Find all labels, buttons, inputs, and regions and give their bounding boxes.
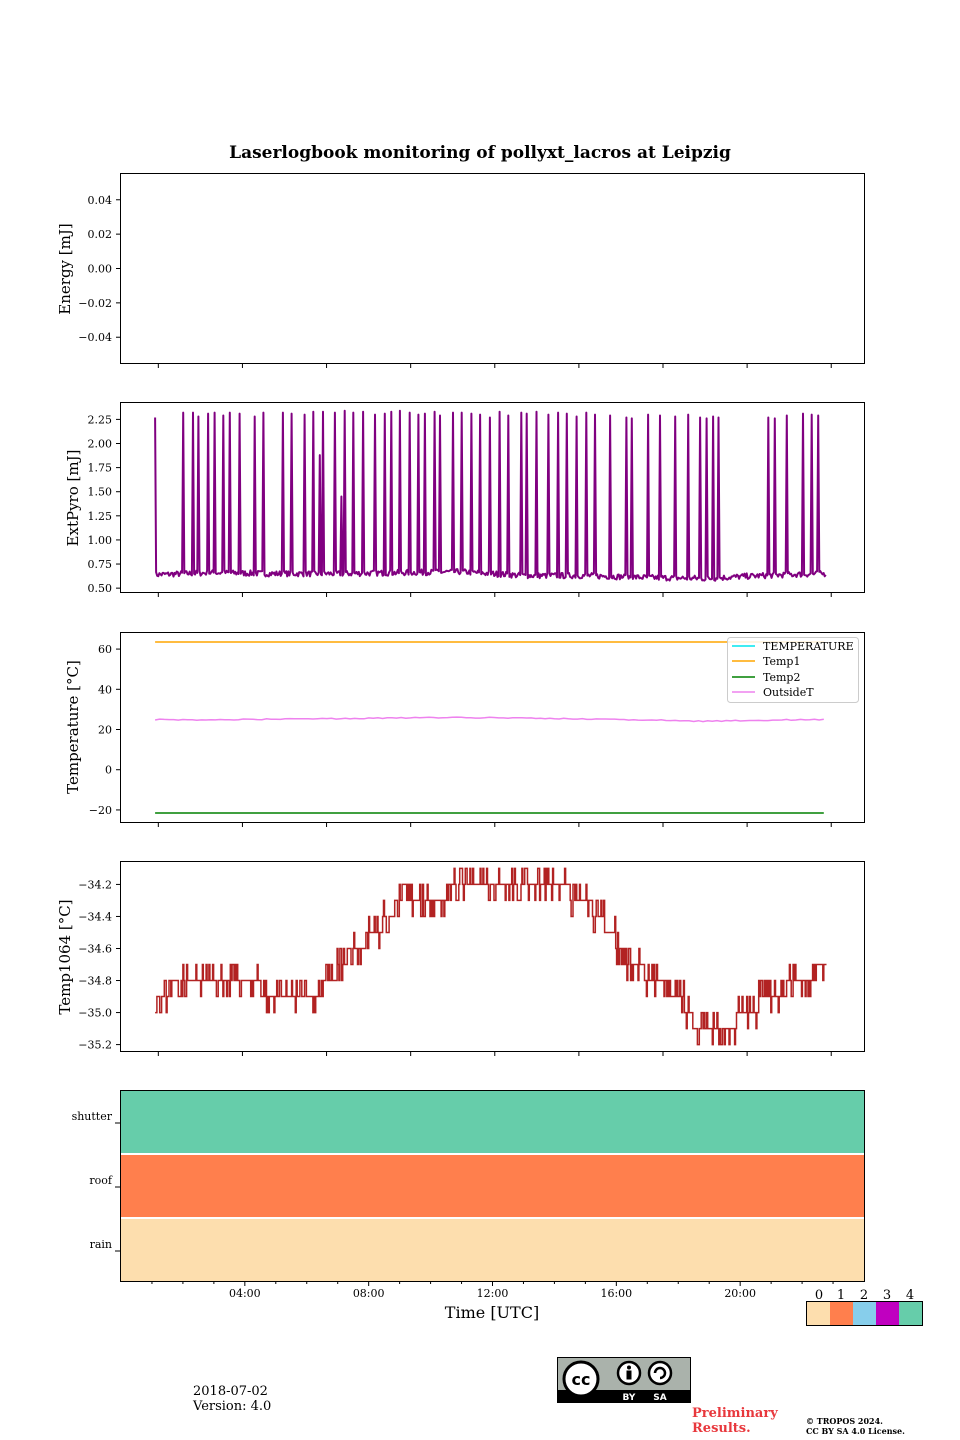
flag-colorbar: 0 1 2 3 4 <box>806 1288 923 1326</box>
colorbar-tick-0: 0 <box>815 1288 823 1303</box>
temp1064-ylabel: Temp1064 [°C] <box>56 899 74 1014</box>
temp1064-axes <box>120 861 865 1052</box>
y-tick-label: −0.02 <box>78 297 112 310</box>
legend-label-temp2: Temp2 <box>763 671 800 684</box>
footer-info: 2018-07-02 Version: 4.0 <box>193 1384 271 1414</box>
extpyro-y-ticks: 0.50 0.75 1.00 1.25 1.50 1.75 2.00 2.25 <box>88 413 121 595</box>
copyright-notice: © TROPOS 2024. CC BY SA 4.0 License. <box>806 1416 905 1436</box>
time-xlabel: Time [UTC] <box>445 1303 539 1322</box>
energy-ylabel: Energy [mJ] <box>56 223 74 314</box>
x-tick-label: 16:00 <box>600 1287 632 1300</box>
temperature-legend: TEMPERATURE Temp1 Temp2 OutsideT <box>727 637 859 703</box>
cc-sa-label: SA <box>653 1393 666 1402</box>
y-tick-label: 0.75 <box>88 558 113 571</box>
y-tick-label: −34.2 <box>78 878 112 891</box>
copyright-line2: CC BY SA 4.0 License. <box>806 1426 905 1436</box>
temp1064-panel: −35.2 −35.0 −34.8 −34.6 −34.4 −34.2 Temp1064 … <box>56 861 865 1056</box>
colorbar-tick-3: 3 <box>883 1288 891 1303</box>
cc-by-sa-icon: cc BY SA <box>557 1357 691 1403</box>
y-tick-label: −35.2 <box>78 1039 112 1052</box>
flag-row-shutter <box>121 1091 864 1153</box>
svg-text:cc: cc <box>572 1370 591 1389</box>
y-tick-label: 20 <box>98 724 112 737</box>
colorbar-tick-2: 2 <box>860 1288 868 1303</box>
flag-row-rain <box>121 1219 864 1281</box>
temp1064-y-ticks: −35.2 −35.0 −34.8 −34.6 −34.4 −34.2 <box>78 878 121 1052</box>
colorbar-swatch-1 <box>830 1302 853 1325</box>
y-tick-label: 1.75 <box>88 462 113 475</box>
y-tick-label: 0.02 <box>88 228 113 241</box>
flag-row-roof <box>121 1155 864 1217</box>
copyright-line1: © TROPOS 2024. <box>806 1416 883 1426</box>
y-tick-label: −34.8 <box>78 975 112 988</box>
y-tick-label: −20 <box>89 804 112 817</box>
y-tick-label: −0.04 <box>78 331 112 344</box>
y-tick-label: 2.25 <box>88 413 113 426</box>
footer-version: Version: 4.0 <box>193 1399 272 1414</box>
y-tick-label: 0.50 <box>88 582 113 595</box>
colorbar-swatch-3 <box>876 1302 899 1325</box>
y-tick-label: 60 <box>98 643 112 656</box>
extpyro-series-line <box>154 409 827 582</box>
extpyro-axes <box>120 402 865 593</box>
flag-label-shutter: shutter <box>72 1110 113 1123</box>
preliminary-notice: Preliminary Results. <box>692 1406 778 1436</box>
colorbar-swatch-0 <box>807 1302 830 1325</box>
legend-label-temp1: Temp1 <box>763 655 800 668</box>
energy-panel: −0.04 −0.02 0.00 0.02 0.04 Energy [mJ] <box>56 173 865 368</box>
colorbar-tick-1: 1 <box>837 1288 845 1303</box>
y-tick-label: 1.00 <box>88 534 113 547</box>
colorbar-swatch-2 <box>853 1302 876 1325</box>
colorbar-swatch-4 <box>899 1302 922 1325</box>
cc-by-label: BY <box>623 1393 636 1402</box>
extpyro-panel: 0.50 0.75 1.00 1.25 1.50 1.75 2.00 2.25 ExtPyro… <box>64 402 865 597</box>
temperature-y-ticks: −20 0 20 40 60 <box>89 643 121 817</box>
y-tick-label: 0 <box>105 764 112 777</box>
y-tick-label: 1.50 <box>88 486 113 499</box>
energy-x-ticks <box>157 363 832 368</box>
y-tick-label: 0.04 <box>88 194 113 207</box>
temperature-panel: −20 0 20 40 60 TEMPERATURE Temp1 Temp2 Outsi… <box>64 632 865 827</box>
x-tick-label: 12:00 <box>477 1287 509 1300</box>
y-tick-label: −34.4 <box>78 910 112 923</box>
legend-label-outsidet: OutsideT <box>763 686 814 699</box>
y-tick-label: 40 <box>98 683 112 696</box>
flags-panel: shutter roof rain 04:00 08:00 12:00 16:00 20… <box>72 1090 865 1322</box>
temp1064-series-line <box>155 867 827 1046</box>
outsidet-series-line <box>154 716 824 723</box>
energy-y-ticks: −0.04 −0.02 0.00 0.02 0.04 <box>78 194 121 344</box>
extpyro-ylabel: ExtPyro [mJ] <box>64 450 82 547</box>
flags-x-ticks: 04:00 08:00 12:00 16:00 20:00 <box>151 1281 834 1300</box>
x-tick-label: 04:00 <box>229 1287 261 1300</box>
energy-axes <box>120 173 865 364</box>
x-tick-label: 08:00 <box>353 1287 385 1300</box>
preliminary-line2: Results. <box>692 1421 751 1436</box>
temp1064-x-ticks <box>157 1051 832 1056</box>
preliminary-line1: Preliminary <box>692 1406 778 1421</box>
flag-label-rain: rain <box>90 1238 112 1251</box>
x-tick-label: 20:00 <box>724 1287 756 1300</box>
figure-title: Laserlogbook monitoring of pollyxt_lacro… <box>229 143 731 163</box>
y-tick-label: 0.00 <box>88 263 113 276</box>
flag-label-roof: roof <box>89 1174 113 1187</box>
y-tick-label: −35.0 <box>78 1007 112 1020</box>
y-tick-label: 1.25 <box>88 510 113 523</box>
legend-label-temperature: TEMPERATURE <box>763 640 854 653</box>
y-tick-label: 2.00 <box>88 438 113 451</box>
extpyro-x-ticks <box>157 592 832 597</box>
colorbar-tick-4: 4 <box>906 1288 914 1303</box>
temperature-ylabel: Temperature [°C] <box>64 660 82 794</box>
temperature-x-ticks <box>157 822 832 827</box>
y-tick-label: −34.6 <box>78 942 112 955</box>
footer-date: 2018-07-02 <box>193 1384 268 1399</box>
